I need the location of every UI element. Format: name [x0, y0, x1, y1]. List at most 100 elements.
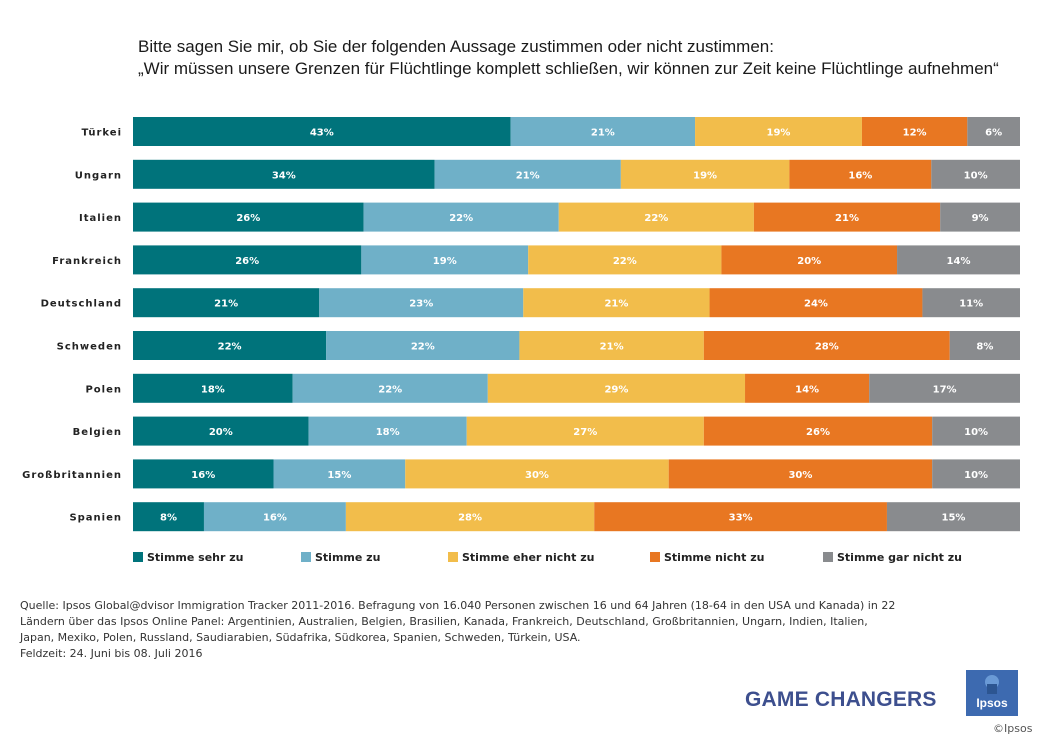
legend-label: Stimme zu	[315, 550, 381, 564]
bar-segment	[487, 373, 746, 403]
bar-segment	[273, 459, 406, 489]
category-label: Schweden	[57, 342, 122, 353]
data-label: 22%	[644, 213, 668, 224]
logo-text: Ipsos	[976, 696, 1008, 710]
data-label: 19%	[767, 128, 791, 139]
category-label: Italien	[79, 213, 122, 224]
data-label: 21%	[516, 170, 540, 181]
category-label: Polen	[85, 384, 122, 395]
bar-segment	[703, 416, 933, 446]
bar-segment	[709, 288, 923, 318]
chart-question: Bitte sagen Sie mir, ob Sie der folgende…	[138, 36, 1028, 80]
legend-label: Stimme sehr zu	[147, 550, 244, 564]
data-label: 15%	[327, 470, 351, 481]
legend-swatch	[301, 552, 311, 562]
data-label: 28%	[815, 342, 839, 353]
legend-swatch	[448, 552, 458, 562]
bar-segment	[620, 159, 790, 189]
copyright: ©Ipsos	[993, 722, 1033, 735]
data-label: 17%	[933, 384, 957, 395]
category-label: Belgien	[73, 427, 122, 438]
data-label: 27%	[573, 427, 597, 438]
bar-segment	[861, 117, 968, 146]
data-label: 16%	[263, 513, 287, 524]
data-label: 12%	[903, 128, 927, 139]
data-label: 21%	[214, 299, 238, 310]
legend-label: Stimme nicht zu	[664, 550, 765, 564]
legend-item: Stimme nicht zu	[650, 548, 764, 566]
legend-item: Stimme zu	[301, 548, 380, 566]
bar-segment	[789, 159, 932, 189]
data-label: 11%	[959, 299, 983, 310]
bar-segment	[203, 502, 346, 532]
data-label: 23%	[409, 299, 433, 310]
data-label: 26%	[806, 427, 830, 438]
data-label: 19%	[433, 256, 457, 267]
legend-item: Stimme sehr zu	[133, 548, 244, 566]
data-label: 21%	[591, 128, 615, 139]
data-label: 26%	[235, 256, 259, 267]
bar-segment	[753, 202, 941, 232]
legend-item: Stimme gar nicht zu	[823, 548, 962, 566]
data-label: 8%	[976, 342, 993, 353]
bar-segment	[940, 202, 1020, 232]
legend-swatch	[650, 552, 660, 562]
bar-segment	[434, 159, 621, 189]
bar-segment	[931, 159, 1020, 189]
source-line: Ländern über das Ipsos Online Panel: Arg…	[20, 615, 868, 628]
data-label: 16%	[848, 170, 872, 181]
data-label: 6%	[985, 128, 1002, 139]
bar-segment	[668, 459, 933, 489]
bar-segment	[932, 416, 1020, 446]
data-label: 21%	[600, 342, 624, 353]
bar-segment	[466, 416, 704, 446]
source-note: Quelle: Ipsos Global@dvisor Immigration …	[20, 598, 940, 662]
data-label: 19%	[693, 170, 717, 181]
category-label: Deutschland	[41, 299, 122, 310]
data-label: 14%	[947, 256, 971, 267]
logo-figure-icon	[985, 675, 999, 694]
bar-segment	[133, 117, 511, 146]
data-label: 30%	[525, 470, 549, 481]
brand-tagline: GAME CHANGERS	[745, 688, 937, 711]
source-line: Japan, Mexiko, Polen, Russland, Saudiara…	[20, 631, 581, 644]
data-label: 21%	[604, 299, 628, 310]
data-label: 10%	[964, 427, 988, 438]
data-label: 22%	[378, 384, 402, 395]
data-label: 22%	[218, 342, 242, 353]
data-label: 22%	[613, 256, 637, 267]
data-label: 10%	[964, 470, 988, 481]
chart-legend: Stimme sehr zu Stimme zu Stimme eher nicht…	[133, 548, 1033, 568]
bar-segment	[133, 288, 320, 318]
data-label: 21%	[835, 213, 859, 224]
bar-segment	[361, 245, 529, 275]
data-label: 34%	[272, 170, 296, 181]
bar-segment	[869, 373, 1020, 403]
bar-segment	[133, 331, 327, 360]
bar-segment	[319, 288, 524, 318]
bar-segment	[133, 373, 293, 403]
legend-label: Stimme gar nicht zu	[837, 550, 962, 564]
data-label: 28%	[458, 513, 482, 524]
bar-segment	[932, 459, 1020, 489]
data-label: 24%	[804, 299, 828, 310]
legend-swatch	[823, 552, 833, 562]
bar-segment	[897, 245, 1020, 275]
question-line-1: Bitte sagen Sie mir, ob Sie der folgende…	[138, 37, 774, 56]
data-label: 22%	[411, 342, 435, 353]
data-label: 20%	[797, 256, 821, 267]
bar-segment	[594, 502, 887, 532]
data-label: 14%	[795, 384, 819, 395]
data-label: 26%	[236, 213, 260, 224]
bar-segment	[510, 117, 696, 146]
bar-segment	[308, 416, 467, 446]
category-label: Türkei	[81, 128, 122, 139]
bar-segment	[523, 288, 710, 318]
legend-swatch	[133, 552, 143, 562]
bar-segment	[886, 502, 1020, 532]
source-line: Feldzeit: 24. Juni bis 08. Juli 2016	[20, 647, 203, 660]
category-label: Großbritannien	[22, 470, 122, 481]
bar-segment	[133, 459, 274, 489]
data-label: 15%	[942, 513, 966, 524]
legend-label: Stimme eher nicht zu	[462, 550, 595, 564]
